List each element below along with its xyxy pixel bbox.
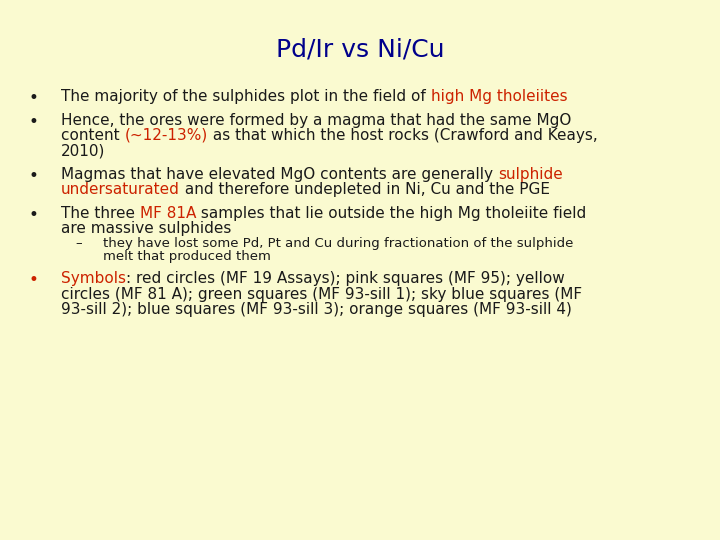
Text: circles (MF 81 A); green squares (MF 93-sill 1); sky blue squares (MF: circles (MF 81 A); green squares (MF 93-…: [61, 287, 582, 302]
Text: samples that lie outside the high Mg tholeiite field: samples that lie outside the high Mg tho…: [197, 206, 587, 221]
Text: •: •: [29, 167, 39, 185]
Text: melt that produced them: melt that produced them: [103, 250, 271, 263]
Text: (~12-13%): (~12-13%): [125, 128, 208, 143]
Text: undersaturated: undersaturated: [61, 183, 180, 197]
Text: •: •: [29, 113, 39, 131]
Text: •: •: [29, 89, 39, 107]
Text: Magmas that have elevated MgO contents are generally: Magmas that have elevated MgO contents a…: [61, 167, 498, 182]
Text: Hence, the ores were formed by a magma that had the same MgO: Hence, the ores were formed by a magma t…: [61, 113, 572, 127]
Text: as that which the host rocks (Crawford and Keays,: as that which the host rocks (Crawford a…: [208, 128, 598, 143]
Text: •: •: [29, 271, 39, 289]
Text: and therefore undepleted in Ni, Cu and the PGE: and therefore undepleted in Ni, Cu and t…: [180, 183, 550, 197]
Text: 93-sill 2); blue squares (MF 93-sill 3); orange squares (MF 93-sill 4): 93-sill 2); blue squares (MF 93-sill 3);…: [61, 302, 572, 317]
Text: content: content: [61, 128, 125, 143]
Text: –: –: [76, 237, 82, 249]
Text: are massive sulphides: are massive sulphides: [61, 221, 232, 236]
Text: The majority of the sulphides plot in the field of: The majority of the sulphides plot in th…: [61, 89, 431, 104]
Text: Symbols: Symbols: [61, 271, 126, 286]
Text: 2010): 2010): [61, 144, 106, 158]
Text: •: •: [29, 206, 39, 224]
Text: MF 81A: MF 81A: [140, 206, 197, 221]
Text: : red circles (MF 19 Assays); pink squares (MF 95); yellow: : red circles (MF 19 Assays); pink squar…: [126, 271, 565, 286]
Text: sulphide: sulphide: [498, 167, 563, 182]
Text: The three: The three: [61, 206, 140, 221]
Text: Pd/Ir vs Ni/Cu: Pd/Ir vs Ni/Cu: [276, 38, 444, 62]
Text: high Mg tholeiites: high Mg tholeiites: [431, 89, 567, 104]
Text: they have lost some Pd, Pt and Cu during fractionation of the sulphide: they have lost some Pd, Pt and Cu during…: [103, 237, 573, 249]
